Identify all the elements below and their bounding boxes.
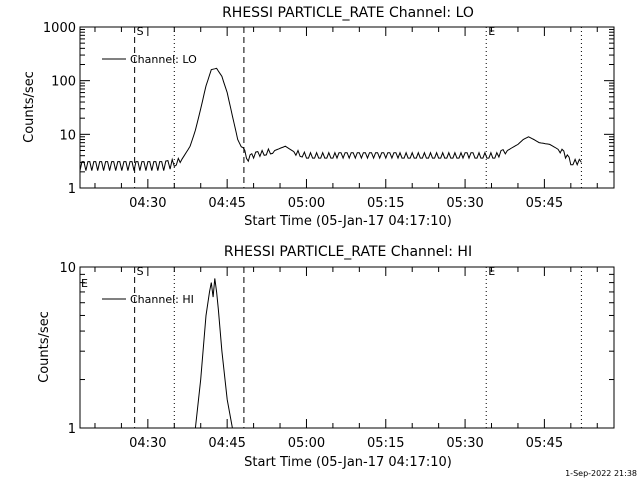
x-tick-label: 05:30 [446,196,483,211]
y-axis-label: Counts/sec [37,311,52,383]
panel-hi: RHESSI PARTICLE_RATE Channel: HI Counts/… [37,244,615,470]
legend-label: Channel: LO [130,53,197,66]
x-tick-label: 05:15 [367,436,404,451]
panel-lo: RHESSI PARTICLE_RATE Channel: LO Counts/… [22,5,615,229]
x-tick-label: 04:45 [208,436,245,451]
y-tick-label: 1 [68,182,76,197]
chart-title: RHESSI PARTICLE_RATE Channel: HI [224,244,472,260]
x-tick-label: 05:00 [288,436,325,451]
x-tick-label: 05:30 [446,436,483,451]
plot-frame [79,26,615,189]
chart-title: RHESSI PARTICLE_RATE Channel: LO [222,5,474,21]
y-tick-label: 1000 [43,21,76,36]
x-axis-label: Start Time (05-Jan-17 04:17:10) [244,455,452,470]
y-tick-label: 100 [51,75,76,90]
x-tick-label: 05:00 [288,196,325,211]
x-tick-label: 04:45 [208,196,245,211]
x-tick-label: 05:45 [526,436,563,451]
edge-marker-label: E [81,277,88,290]
y-tick-label: 10 [59,128,76,143]
y-tick-label: 1 [68,422,76,437]
plot-frame [79,266,615,429]
x-tick-label: 04:30 [129,436,166,451]
x-tick-label: 04:30 [129,196,166,211]
marker-label: E [488,265,495,278]
y-tick-label: 10 [59,261,76,276]
marker-label: S [137,265,144,278]
y-axis-label: Counts/sec [22,71,37,143]
timestamp-footer: 1-Sep-2022 21:38 [565,469,637,478]
x-tick-label: 05:45 [526,196,563,211]
x-tick-label: 05:15 [367,196,404,211]
series-line [79,67,582,171]
series-line [194,278,233,429]
legend-label: Channel: HI [130,293,194,306]
marker-label: E [488,25,495,38]
marker-label: S [137,25,144,38]
x-axis-label: Start Time (05-Jan-17 04:17:10) [244,214,452,229]
